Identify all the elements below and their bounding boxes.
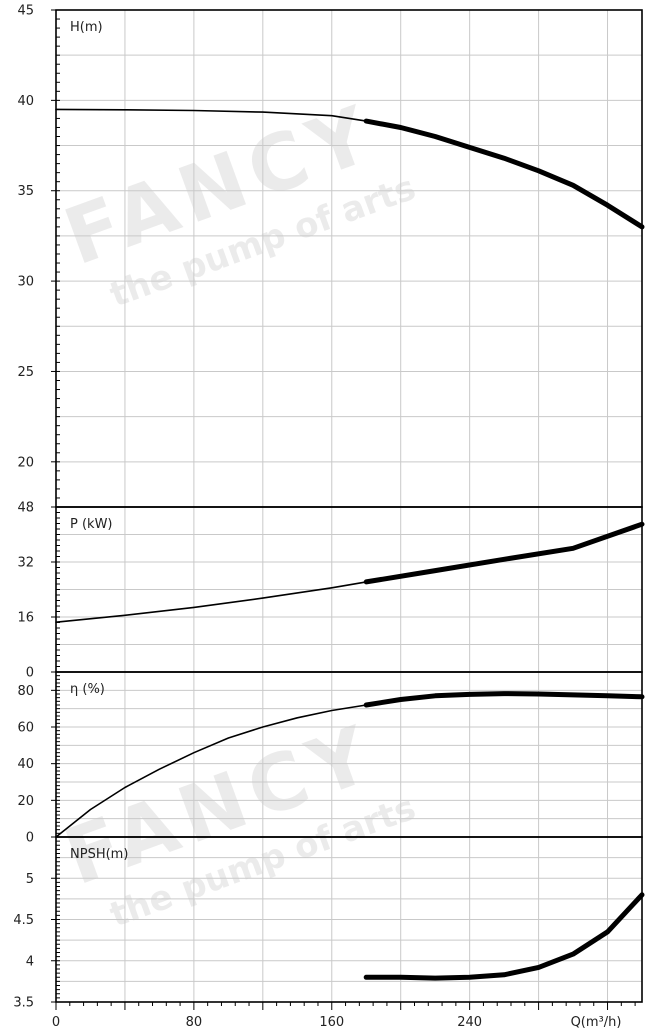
y-tick-label: 0 (26, 666, 34, 681)
y-tick-label: 20 (17, 455, 34, 470)
y-tick-label: 32 (17, 556, 34, 571)
panel-npsh: 3.5 4 4.5 5 NPSH(m) (13, 836, 645, 1011)
curve-npsh-thick (363, 892, 645, 981)
panel-title-efficiency: η (%) (70, 682, 105, 697)
y-tick-label: 30 (17, 275, 34, 290)
y-tick-label: 4.5 (13, 913, 34, 928)
y-tick-label: 35 (17, 184, 34, 199)
y-tick-label: 25 (17, 365, 34, 380)
panel-frame (55, 836, 643, 1003)
x-axis-label: Q(m³/h) (571, 1015, 622, 1030)
curve-head-thick (363, 118, 645, 230)
y-tick-label: 40 (17, 757, 34, 772)
panel-title-power: P (kW) (70, 517, 113, 532)
y-tick-label: 0 (26, 831, 34, 846)
y-tick-label: 60 (17, 721, 34, 736)
y-tick-label: 4 (26, 954, 34, 969)
x-tick-label: 240 (457, 1015, 482, 1030)
curve-power-thin (55, 581, 367, 623)
y-tick-label: 80 (17, 684, 34, 699)
curve-power-thick (363, 521, 645, 585)
x-tick-label: 80 (186, 1015, 203, 1030)
y-tick-label: 3.5 (13, 996, 34, 1011)
y-tick-label: 16 (17, 611, 34, 626)
y-tick-label: 48 (17, 501, 34, 516)
panel-title-head: H(m) (70, 20, 103, 35)
x-tick-label: 0 (52, 1015, 60, 1030)
x-tick-label: 160 (319, 1015, 344, 1030)
y-tick-label: 45 (17, 4, 34, 19)
panel-power: 0 16 32 48 P (kW) (17, 501, 645, 681)
curve-efficiency-thick (363, 691, 645, 708)
y-tick-label: 5 (26, 872, 34, 887)
x-axis: 0 80 160 240 Q(m³/h) (52, 1002, 636, 1030)
curve-efficiency-thin (55, 704, 367, 838)
curve-head-thin (55, 108, 367, 122)
y-tick-label: 20 (17, 794, 34, 809)
y-tick-label: 40 (17, 94, 34, 109)
panel-title-npsh: NPSH(m) (70, 847, 128, 862)
